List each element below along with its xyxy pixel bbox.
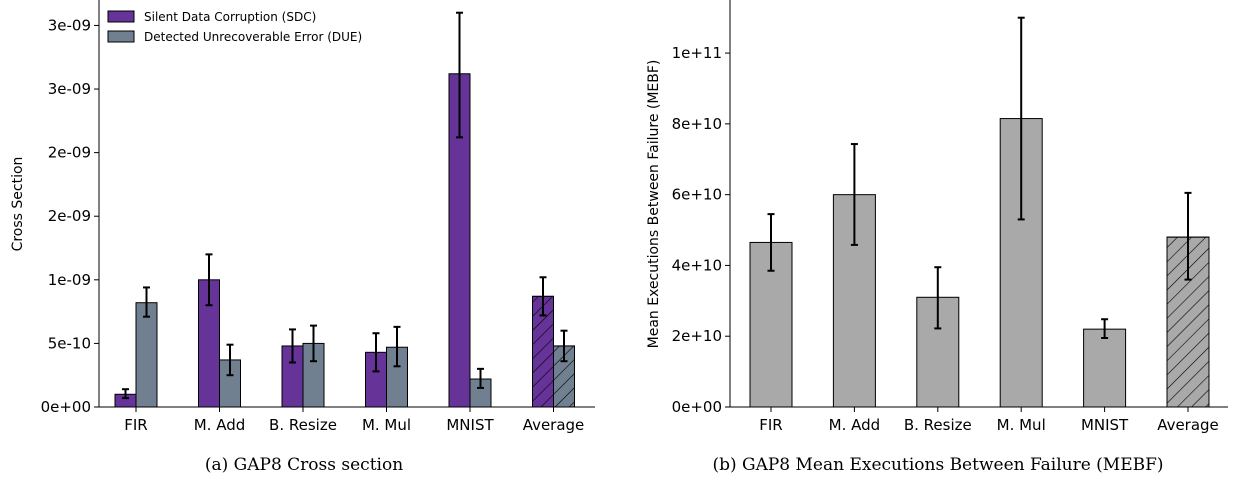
bar bbox=[135, 302, 158, 408]
legend-label-due: Detected Unrecoverable Error (DUE) bbox=[144, 30, 362, 44]
y-tick-label: 3e-09 bbox=[48, 80, 91, 98]
mebf-caption: (b) GAP8 Mean Executions Between Failure… bbox=[712, 455, 1163, 475]
cross-section-chart: 0e+00 5e-10 1e-09 2e-09 2e-09 3e-09 3e-09 FIR M.… bbox=[10, 0, 595, 475]
mebf-chart: 0e+00 2e+10 4e+10 6e+10 8e+10 1e+11 FIR M. Add B… bbox=[646, 0, 1228, 475]
y-tick-label: 1e-09 bbox=[48, 271, 91, 289]
y-tick-label: 2e-09 bbox=[48, 144, 91, 162]
x-tick-label: M. Mul bbox=[362, 416, 411, 434]
legend-swatch-due bbox=[107, 30, 135, 43]
x-tick-label: B. Resize bbox=[904, 416, 972, 434]
x-tick-label: FIR bbox=[759, 416, 782, 434]
legend-label-sdc: Silent Data Corruption (SDC) bbox=[144, 10, 316, 24]
y-tick-label: 5e-10 bbox=[48, 334, 91, 352]
bar bbox=[1083, 328, 1127, 408]
y-tick-label: 0e+00 bbox=[41, 398, 91, 416]
mebf-plot-area: 0e+00 2e+10 4e+10 6e+10 8e+10 1e+11 FIR M. Add B… bbox=[672, 16, 1219, 434]
cross-section-legend: Silent Data Corruption (SDC) Detected Un… bbox=[107, 10, 362, 44]
y-tick-label: 6e+10 bbox=[672, 186, 722, 204]
y-tick-label: 8e+10 bbox=[672, 115, 722, 133]
x-tick-label: M. Add bbox=[829, 416, 881, 434]
cross-section-y-axis-label: Cross Section bbox=[10, 157, 26, 252]
y-tick-label: 2e+10 bbox=[672, 327, 722, 345]
x-tick-label: M. Add bbox=[194, 416, 246, 434]
y-tick-label: 1e+11 bbox=[672, 44, 722, 62]
legend-swatch-sdc bbox=[107, 10, 135, 23]
x-tick-label: M. Mul bbox=[997, 416, 1046, 434]
y-tick-label: 4e+10 bbox=[672, 256, 722, 274]
x-tick-label: MNIST bbox=[1081, 416, 1129, 434]
mebf-y-axis-label: Mean Executions Between Failure (MEBF) bbox=[646, 60, 662, 349]
x-tick-label: Average bbox=[1157, 416, 1219, 434]
x-tick-label: Average bbox=[523, 416, 585, 434]
y-tick-label: 3e-09 bbox=[48, 16, 91, 34]
x-tick-label: FIR bbox=[124, 416, 147, 434]
cross-section-plot-area: 0e+00 5e-10 1e-09 2e-09 2e-09 3e-09 3e-09 FIR M.… bbox=[41, 11, 585, 434]
cross-section-caption: (a) GAP8 Cross section bbox=[205, 455, 403, 475]
y-tick-label: 2e-09 bbox=[48, 207, 91, 225]
x-tick-label: B. Resize bbox=[269, 416, 337, 434]
x-tick-label: MNIST bbox=[446, 416, 494, 434]
y-tick-label: 0e+00 bbox=[672, 398, 722, 416]
